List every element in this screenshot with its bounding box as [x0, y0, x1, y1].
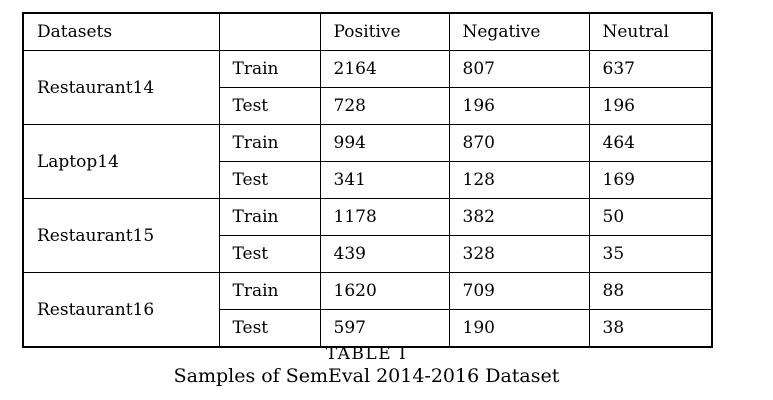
split-cell: Train — [218, 272, 321, 310]
table-row-laptop14-test: Test 341 128 169 — [23, 161, 713, 199]
col-header-split — [218, 12, 321, 51]
col-header-positive: Positive — [319, 12, 450, 51]
table-caption-title: Samples of SemEval 2014-2016 Dataset — [173, 364, 560, 387]
positive-count-cell: 439 — [319, 235, 450, 273]
col-header-negative: Negative — [448, 12, 590, 51]
positive-count-cell: 2164 — [319, 50, 450, 88]
split-cell: Train — [218, 50, 321, 88]
col-header-datasets: Datasets — [22, 12, 220, 51]
negative-count-cell: 128 — [448, 161, 590, 199]
negative-count-cell: 382 — [448, 198, 590, 236]
positive-count-cell: 1178 — [319, 198, 450, 236]
table-row-restaurant14-test: Test 728 196 196 — [23, 87, 713, 125]
negative-count-cell: 807 — [448, 50, 590, 88]
positive-count-cell: 341 — [319, 161, 450, 199]
dataset-name-cell: Restaurant14 — [22, 50, 220, 125]
table-row-laptop14-train: Laptop14 Train 994 870 464 — [22, 124, 713, 199]
dataset-name-cell: Laptop14 — [22, 124, 220, 199]
negative-count-cell: 190 — [448, 309, 590, 348]
table-row-restaurant16-test: Test 597 190 38 — [23, 309, 713, 348]
negative-count-cell: 196 — [448, 87, 590, 125]
split-cell: Train — [218, 198, 321, 236]
neutral-count-cell: 196 — [588, 87, 713, 125]
table-row-restaurant14-train: Restaurant14 Train 2164 807 637 — [22, 50, 713, 125]
table-row-restaurant15-train: Restaurant15 Train 1178 382 50 — [22, 198, 713, 273]
neutral-count-cell: 464 — [588, 124, 713, 162]
positive-count-cell: 728 — [319, 87, 450, 125]
table-caption: TABLE I Samples of SemEval 2014-2016 Dat… — [22, 345, 711, 388]
negative-count-cell: 328 — [448, 235, 590, 273]
neutral-count-cell: 169 — [588, 161, 713, 199]
negative-count-cell: 709 — [448, 272, 590, 310]
neutral-count-cell: 50 — [588, 198, 713, 236]
positive-count-cell: 994 — [319, 124, 450, 162]
positive-count-cell: 597 — [319, 309, 450, 348]
neutral-count-cell: 637 — [588, 50, 713, 88]
col-header-neutral: Neutral — [588, 12, 713, 51]
split-cell: Test — [218, 161, 321, 199]
split-cell: Train — [218, 124, 321, 162]
table-row-restaurant16-train: Restaurant16 Train 1620 709 88 — [22, 272, 713, 348]
split-cell: Test — [218, 235, 321, 273]
table-caption-label: TABLE I — [325, 344, 408, 364]
neutral-count-cell: 88 — [588, 272, 713, 310]
neutral-count-cell: 35 — [588, 235, 713, 273]
split-cell: Test — [218, 87, 321, 125]
positive-count-cell: 1620 — [319, 272, 450, 310]
negative-count-cell: 870 — [448, 124, 590, 162]
split-cell: Test — [218, 309, 321, 348]
table-header-row: Datasets Positive Negative Neutral — [22, 12, 713, 51]
table-row-restaurant15-test: Test 439 328 35 — [23, 235, 713, 273]
dataset-statistics-table: Datasets Positive Negative Neutral Resta… — [22, 12, 713, 348]
dataset-name-cell: Restaurant15 — [22, 198, 220, 273]
neutral-count-cell: 38 — [588, 309, 713, 348]
dataset-name-cell: Restaurant16 — [22, 272, 220, 348]
